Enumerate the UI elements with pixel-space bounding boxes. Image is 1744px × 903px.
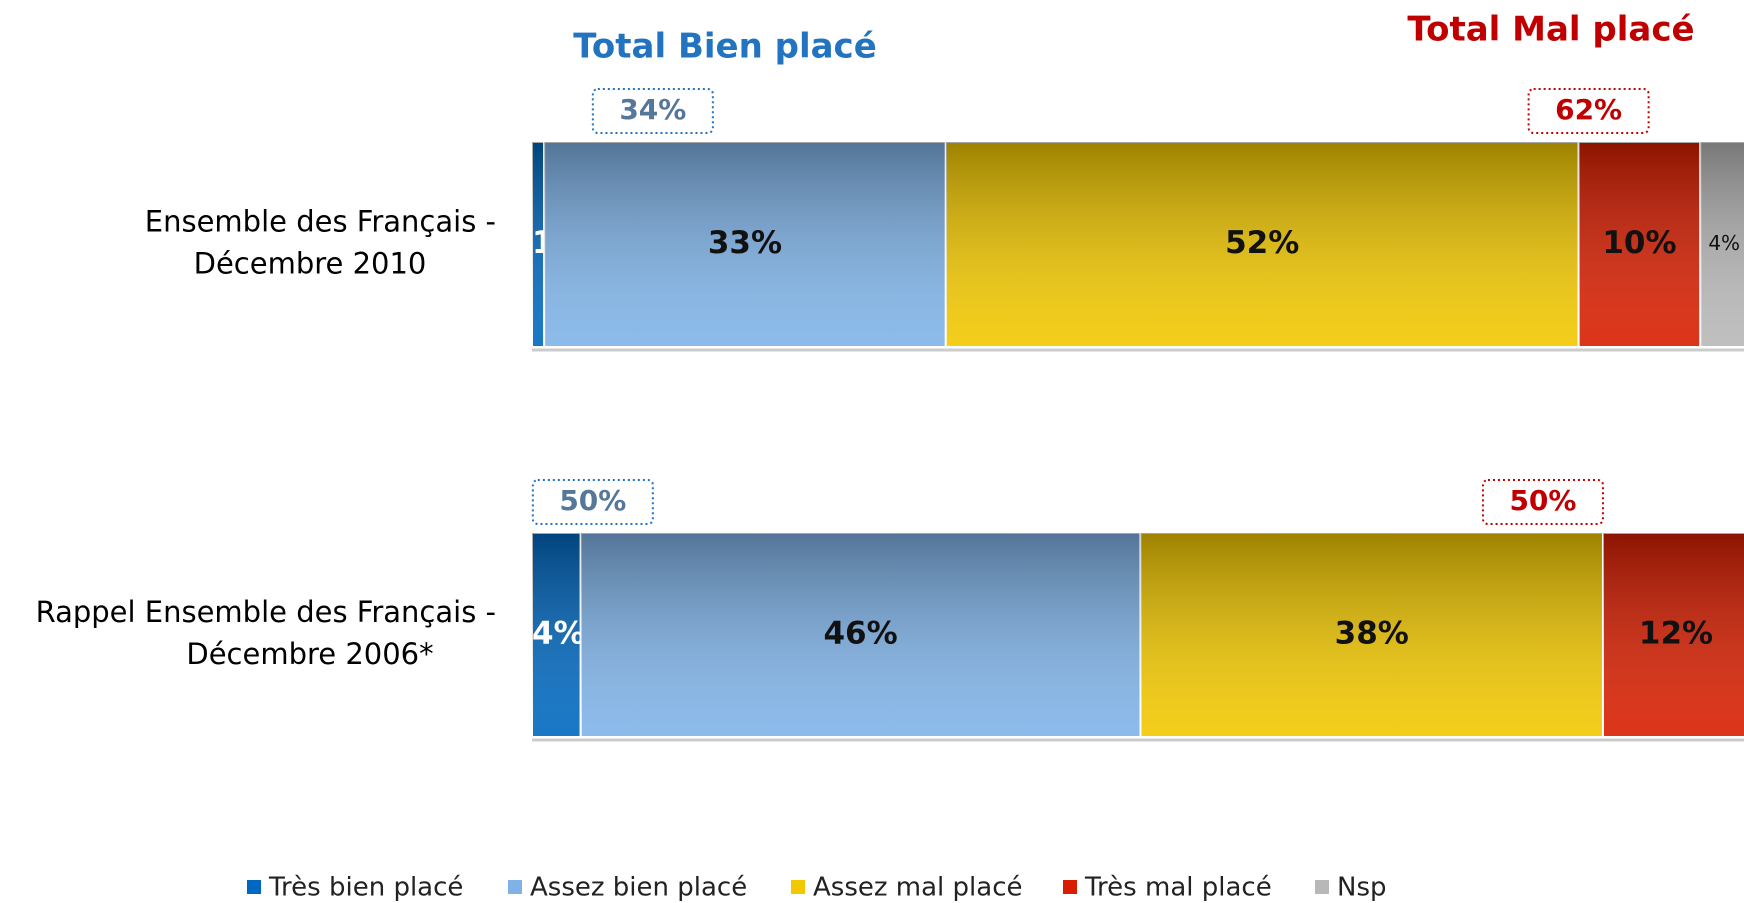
category-label: Décembre 2010 (194, 247, 427, 281)
legend-label: Très mal placé (1084, 873, 1272, 903)
total-title: Total Bien placé (573, 27, 877, 67)
total-title: Total Mal placé (1407, 10, 1694, 50)
total-label: 50% (559, 484, 626, 517)
value-label: 4% (1708, 231, 1740, 255)
value-label: 12% (1639, 616, 1713, 652)
category-label: Décembre 2006* (186, 637, 433, 671)
total-label: 50% (1509, 484, 1576, 517)
value-label: 10% (1602, 225, 1676, 261)
total-label: 34% (619, 93, 686, 126)
value-label: 52% (1225, 225, 1299, 261)
total-label: 62% (1555, 93, 1622, 126)
total-box (1481, 479, 1604, 525)
total-box (1527, 88, 1650, 134)
total-box (531, 479, 654, 525)
value-label: 4% (532, 616, 585, 652)
legend-label: Très bien placé (268, 873, 463, 903)
legend-label: Assez bien placé (530, 873, 747, 903)
legend-label: Nsp (1337, 873, 1387, 903)
legend-swatch (247, 880, 261, 894)
value-label: 38% (1335, 616, 1409, 652)
total-box (591, 88, 714, 134)
legend-swatch (1063, 880, 1077, 894)
category-label: Rappel Ensemble des Français - (36, 595, 496, 629)
legend-swatch (791, 880, 805, 894)
legend-swatch (1315, 880, 1329, 894)
category-label: Ensemble des Français - (145, 205, 496, 239)
value-label: 33% (708, 225, 782, 261)
legend-label: Assez mal placé (813, 873, 1023, 903)
value-label: 46% (823, 616, 897, 652)
legend-swatch (508, 880, 522, 894)
